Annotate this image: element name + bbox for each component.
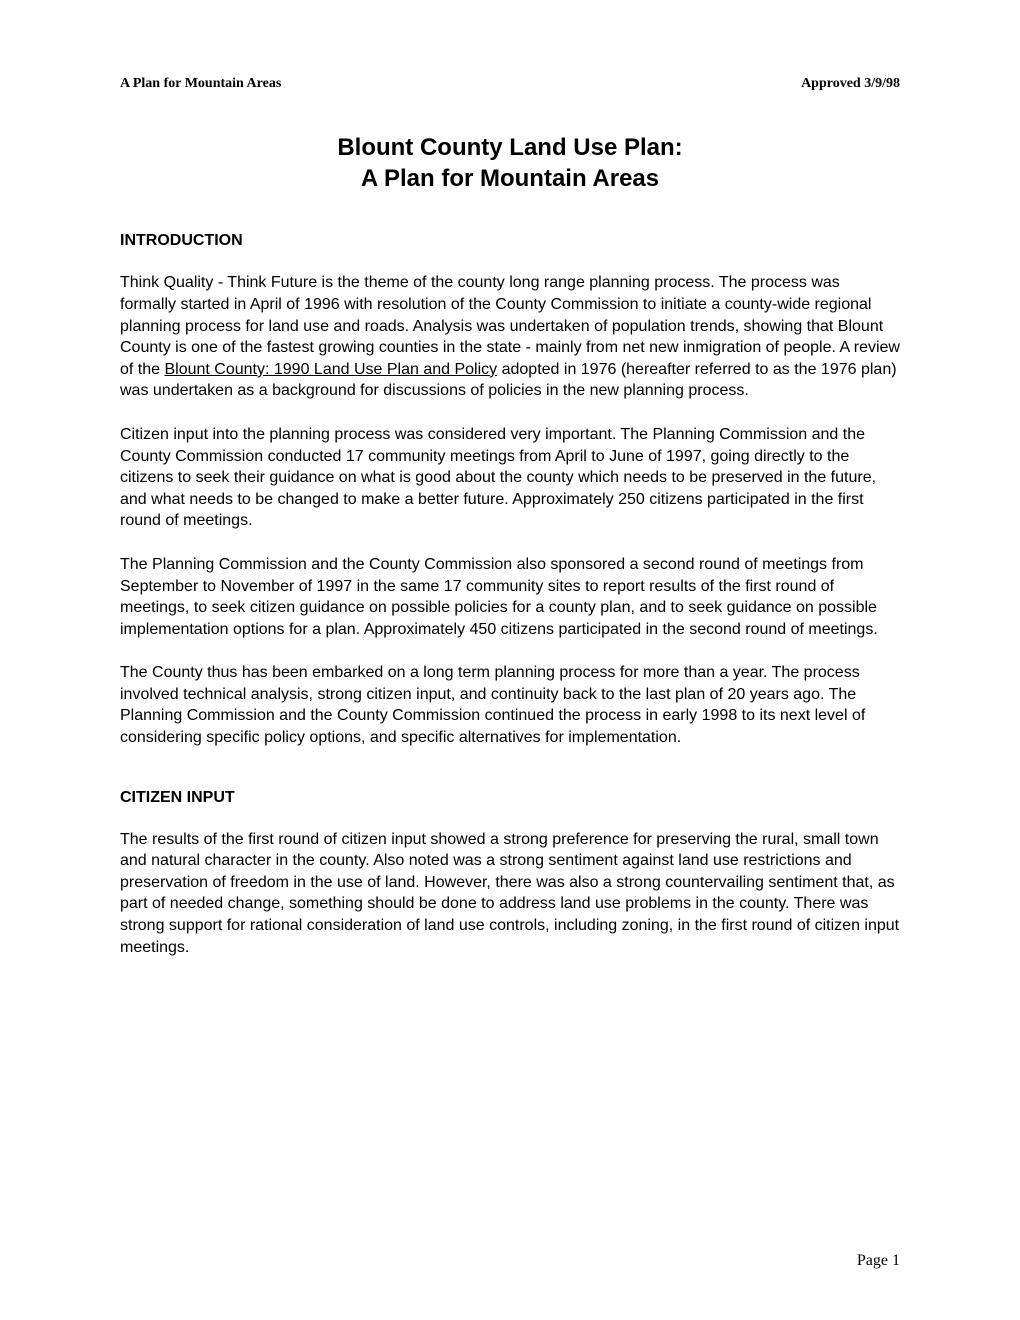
page-number: Page 1 [857,1252,900,1269]
intro-paragraph-3: The Planning Commission and the County C… [120,554,900,640]
page-footer: Page 1 [857,1252,900,1270]
citizen-paragraph-1: The results of the first round of citize… [120,829,900,959]
title-line-1: Blount County Land Use Plan: [120,132,900,163]
section-spacer [120,771,900,789]
header-left-title: A Plan for Mountain Areas [120,76,281,92]
title-line-2: A Plan for Mountain Areas [120,163,900,194]
page-header: A Plan for Mountain Areas Approved 3/9/9… [120,76,900,92]
intro-paragraph-1: Think Quality - Think Future is the them… [120,272,900,402]
intro-paragraph-2: Citizen input into the planning process … [120,424,900,532]
document-title-block: Blount County Land Use Plan: A Plan for … [120,132,900,194]
citizen-input-heading: CITIZEN INPUT [120,789,900,807]
introduction-heading: INTRODUCTION [120,232,900,250]
header-approval-date: Approved 3/9/98 [801,76,900,92]
intro-paragraph-4: The County thus has been embarked on a l… [120,662,900,748]
referenced-plan-title: Blount County: 1990 Land Use Plan and Po… [164,361,497,378]
